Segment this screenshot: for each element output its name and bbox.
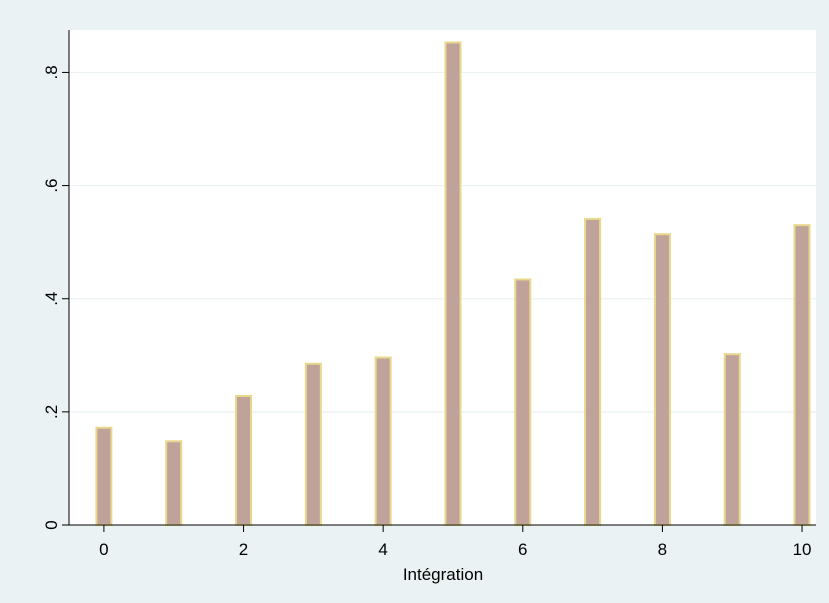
y-tick-label-4: .8: [42, 65, 61, 79]
bar-4: [374, 356, 392, 527]
bar-0: [95, 426, 113, 526]
bar-3: [304, 362, 322, 526]
gridlines: [69, 71, 816, 413]
x-tick-label-1: 2: [239, 540, 248, 559]
bar-9: [723, 353, 741, 527]
bar-7: [584, 217, 602, 526]
x-tick-label-5: 10: [793, 540, 812, 559]
x-tick-label-0: 0: [99, 540, 108, 559]
bars: [95, 41, 811, 527]
y-tick-label-1: .2: [42, 405, 61, 419]
y-tick-label-2: .4: [42, 292, 61, 306]
y-tick-label-3: .6: [42, 178, 61, 192]
x-tick-label-4: 8: [658, 540, 667, 559]
x-tick-label-2: 4: [378, 540, 387, 559]
plot-area: [69, 30, 816, 525]
bar-6: [514, 278, 532, 527]
x-axis-label: Intégration: [403, 565, 483, 584]
y-tick-label-0: 0: [42, 520, 61, 529]
bar-5: [444, 41, 462, 527]
x-tick-label-3: 6: [518, 540, 527, 559]
bar-1: [165, 440, 183, 527]
bar-10: [793, 224, 811, 527]
bar-2: [235, 395, 253, 527]
bar-8: [653, 233, 671, 526]
axes: 0 .2 .4 .6 .8 0 2 4 6 8 10: [42, 30, 816, 559]
